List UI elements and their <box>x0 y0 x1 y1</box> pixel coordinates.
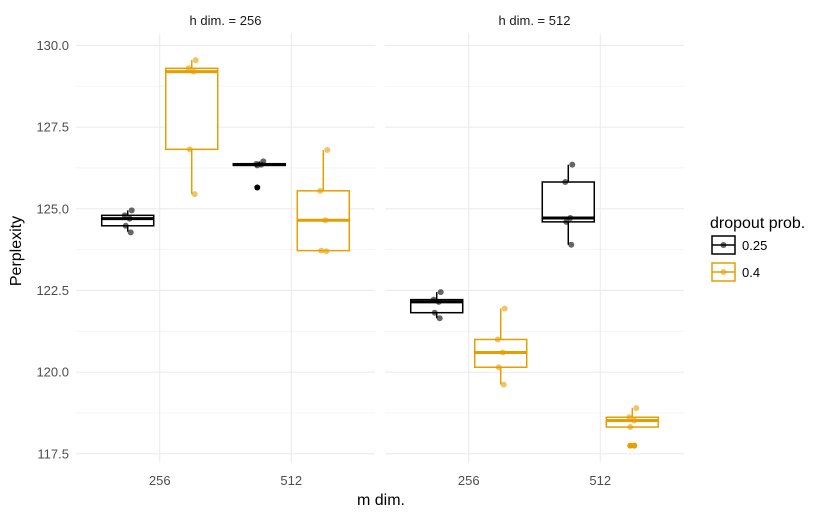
legend: dropout prob. 0.25 0.4 <box>710 215 805 282</box>
y-tick-label: 125.0 <box>36 201 69 216</box>
data-point <box>567 214 574 221</box>
data-point <box>494 336 501 343</box>
x-tick-label: 512 <box>589 473 611 488</box>
box-group <box>541 161 596 248</box>
y-tick-label: 127.5 <box>36 120 69 135</box>
legend-key-point <box>720 269 727 275</box>
legend-entry: 0.4 <box>711 262 760 282</box>
data-point <box>317 187 324 194</box>
data-point <box>436 315 443 322</box>
data-point <box>322 217 329 224</box>
data-point <box>499 349 506 356</box>
data-point <box>191 191 198 198</box>
x-tick-label: 256 <box>458 473 480 488</box>
data-point <box>501 305 508 312</box>
facet-panel: h dim. = 512 256 512 <box>385 13 684 488</box>
box-iqr <box>164 67 219 151</box>
data-point <box>431 309 438 316</box>
data-point <box>126 215 133 222</box>
data-point <box>562 179 569 186</box>
facet-strip-label: h dim. = 512 <box>499 13 571 28</box>
y-axis: 117.5 120.0 122.5 125.0 127.5 130.0 <box>36 38 69 461</box>
data-point <box>569 161 576 168</box>
y-axis-title: Perplexity <box>8 216 25 286</box>
data-point <box>626 414 633 421</box>
legend-label: 0.4 <box>742 265 760 280</box>
legend-key-point <box>720 242 727 248</box>
facet-strip-label: h dim. = 256 <box>190 13 262 28</box>
legend-label: 0.25 <box>742 238 767 253</box>
data-point <box>192 57 199 64</box>
data-point <box>318 247 325 254</box>
data-point <box>430 296 437 303</box>
x-tick-label: 256 <box>149 473 171 488</box>
data-point <box>121 212 128 219</box>
box-group <box>605 405 660 449</box>
data-point <box>568 241 575 248</box>
data-point <box>122 222 129 229</box>
box-group <box>296 146 351 255</box>
data-point <box>323 248 330 255</box>
box-group <box>100 207 155 236</box>
y-tick-label: 130.0 <box>36 38 69 53</box>
box-group <box>473 305 528 388</box>
y-tick-label: 122.5 <box>36 283 69 298</box>
legend-entry: 0.25 <box>711 235 767 255</box>
facet-panel: h dim. = 256 256 512 <box>76 13 375 488</box>
x-tick-label: 512 <box>280 473 302 488</box>
box-group <box>232 158 287 191</box>
data-point <box>127 229 134 236</box>
data-point <box>437 289 444 296</box>
data-point <box>631 417 638 424</box>
data-point <box>495 364 502 371</box>
data-point <box>190 68 197 75</box>
data-point <box>324 146 331 153</box>
data-point <box>185 65 192 72</box>
y-tick-label: 120.0 <box>36 365 69 380</box>
outlier-point <box>254 184 261 191</box>
data-point <box>563 218 570 225</box>
data-point <box>633 405 640 412</box>
box-group <box>164 57 219 198</box>
panels-layer: h dim. = 256 256 512 h dim. = 512 256 512 <box>76 13 684 488</box>
data-point <box>128 207 135 214</box>
legend-title: dropout prob. <box>710 215 805 232</box>
outlier-point <box>631 442 638 449</box>
data-point <box>435 298 442 305</box>
data-point <box>186 146 193 153</box>
x-axis-title: m dim. <box>357 492 405 509</box>
data-point <box>627 424 634 431</box>
y-tick-label: 117.5 <box>37 446 69 461</box>
data-point <box>500 381 507 388</box>
data-point <box>254 162 261 169</box>
box-group <box>409 289 464 322</box>
